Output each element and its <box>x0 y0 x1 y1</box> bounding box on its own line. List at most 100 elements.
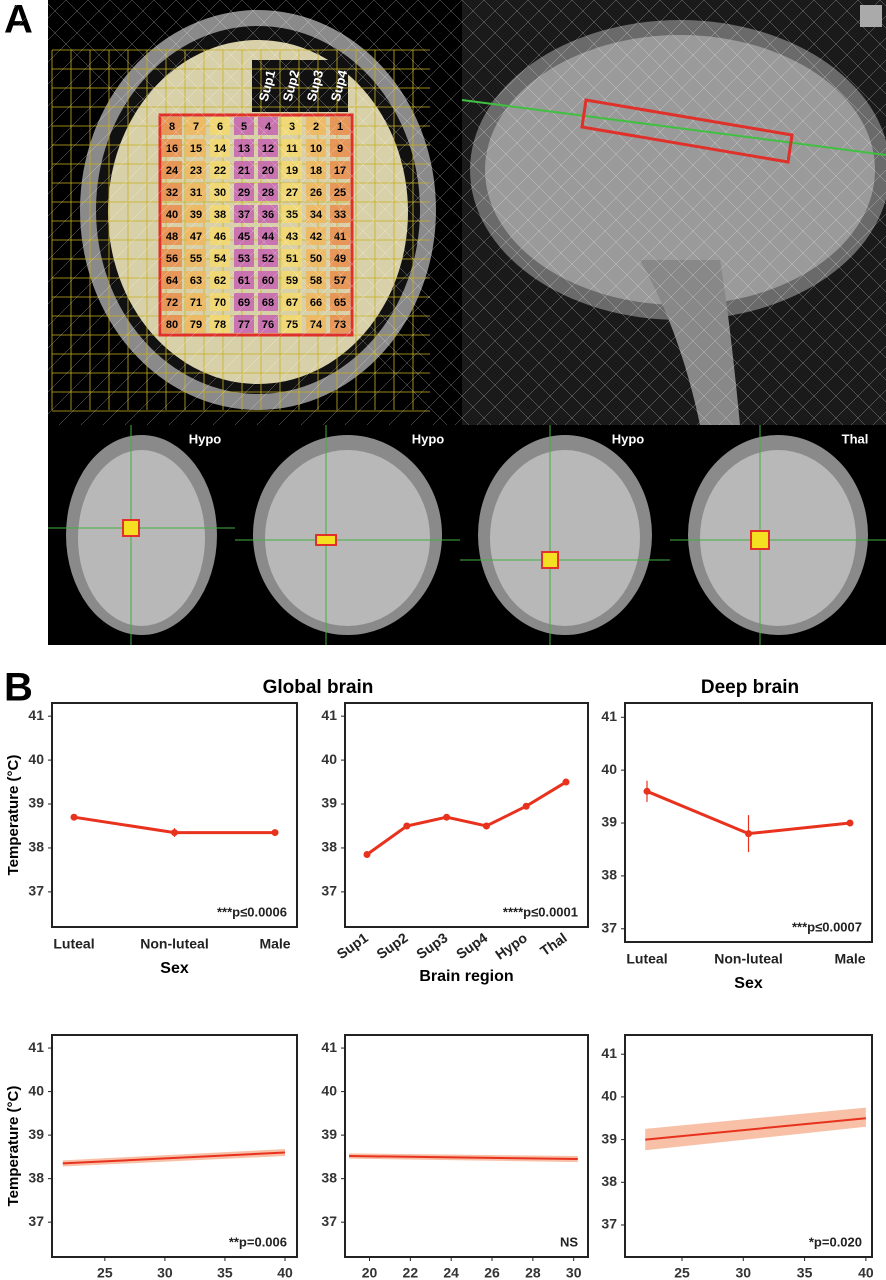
y-tick-label: 37 <box>28 1213 44 1229</box>
voxel-number: 11 <box>286 143 298 155</box>
voxel <box>330 315 350 333</box>
view-label: Hypo <box>412 431 445 446</box>
voxel-number: 10 <box>310 143 322 155</box>
y-tick-label: 40 <box>601 1088 617 1104</box>
voxel-number: 29 <box>238 187 250 199</box>
hatch <box>154 0 579 425</box>
voxel-number: 62 <box>214 275 226 287</box>
hatch <box>279 0 704 425</box>
hatch <box>176 0 601 425</box>
hatch <box>323 0 748 425</box>
voxel-number: 23 <box>190 165 202 177</box>
hatch <box>257 0 682 425</box>
x-tick-label: 30 <box>736 1265 752 1280</box>
hatch <box>521 0 886 425</box>
hatch <box>807 0 886 425</box>
hatch <box>213 0 638 425</box>
voxel <box>210 293 230 311</box>
hatch <box>22 0 447 425</box>
voxel <box>186 139 206 157</box>
voxel-number: 28 <box>262 187 274 199</box>
voxel-number: 43 <box>286 231 298 243</box>
voxel-number: 72 <box>166 297 178 309</box>
voxel-number: 26 <box>310 187 322 199</box>
y-tick-label: 38 <box>321 839 337 855</box>
hatch <box>0 0 110 425</box>
voxel <box>258 161 278 179</box>
hatch <box>741 0 886 425</box>
voxel-number: 37 <box>238 209 250 221</box>
voxel <box>210 161 230 179</box>
voxel-number: 6 <box>217 121 223 133</box>
voxel <box>306 293 326 311</box>
voxel <box>210 183 230 201</box>
fit-line <box>645 1117 866 1141</box>
voxel <box>306 139 326 157</box>
x-tick-label: 25 <box>97 1265 113 1280</box>
voxel-number: 9 <box>337 143 343 155</box>
brain-view <box>490 450 640 626</box>
hatch <box>0 0 242 425</box>
voxel-number: 74 <box>310 319 323 331</box>
voxel-number: 25 <box>334 187 346 199</box>
voxel <box>210 315 230 333</box>
hatch <box>726 0 886 425</box>
voxel-number: 80 <box>166 319 178 331</box>
hatch <box>125 0 550 425</box>
hatch <box>44 0 469 425</box>
hatch <box>609 0 886 425</box>
voxel <box>186 271 206 289</box>
voxel <box>306 315 326 333</box>
mean-point <box>846 819 854 827</box>
y-tick-label: 41 <box>321 1039 337 1055</box>
voxel-number: 68 <box>262 297 274 309</box>
hatch <box>147 0 572 425</box>
plot-frame <box>51 702 298 928</box>
voxel <box>306 205 326 223</box>
view-label: Hypo <box>612 431 645 446</box>
hatch <box>242 0 667 425</box>
voxel-number: 70 <box>214 297 226 309</box>
fit-line <box>62 1151 286 1165</box>
voxel-number: 5 <box>241 121 247 133</box>
corner-square <box>860 5 882 27</box>
hatch <box>0 0 220 425</box>
voxel <box>234 205 254 223</box>
hatch <box>0 0 198 425</box>
voxel-number: 18 <box>310 165 322 177</box>
voxel-number: 8 <box>169 121 175 133</box>
voxel <box>258 183 278 201</box>
mean-point <box>70 813 78 821</box>
x-tick-label: Non-luteal <box>714 951 782 967</box>
voxel-number: 61 <box>238 275 250 287</box>
hatch <box>15 0 440 425</box>
hatch <box>484 0 886 425</box>
mean-point <box>171 829 178 837</box>
voxel-number: 24 <box>166 165 179 177</box>
hatch <box>0 0 264 425</box>
hatch <box>763 0 886 425</box>
voxel <box>330 117 350 135</box>
x-tick-label: 28 <box>525 1265 541 1280</box>
hatch <box>572 0 886 425</box>
voxel-number: 36 <box>262 209 274 221</box>
voxel <box>162 227 182 245</box>
voxel <box>234 249 254 267</box>
voxel-number: 51 <box>286 253 298 265</box>
hatch <box>396 0 821 425</box>
voxel <box>306 271 326 289</box>
voxel <box>258 293 278 311</box>
voxel-number: 31 <box>190 187 202 199</box>
voxel-number: 77 <box>238 319 250 331</box>
voxel-number: 19 <box>286 165 298 177</box>
voxel-number: 3 <box>289 121 295 133</box>
hatch <box>103 0 528 425</box>
y-tick-label: 37 <box>28 883 44 899</box>
voxel-number: 2 <box>313 121 319 133</box>
mean-point <box>271 829 279 837</box>
voxel <box>234 293 254 311</box>
voxel-number: 35 <box>286 209 298 221</box>
voxel <box>210 139 230 157</box>
hatch <box>0 0 396 425</box>
